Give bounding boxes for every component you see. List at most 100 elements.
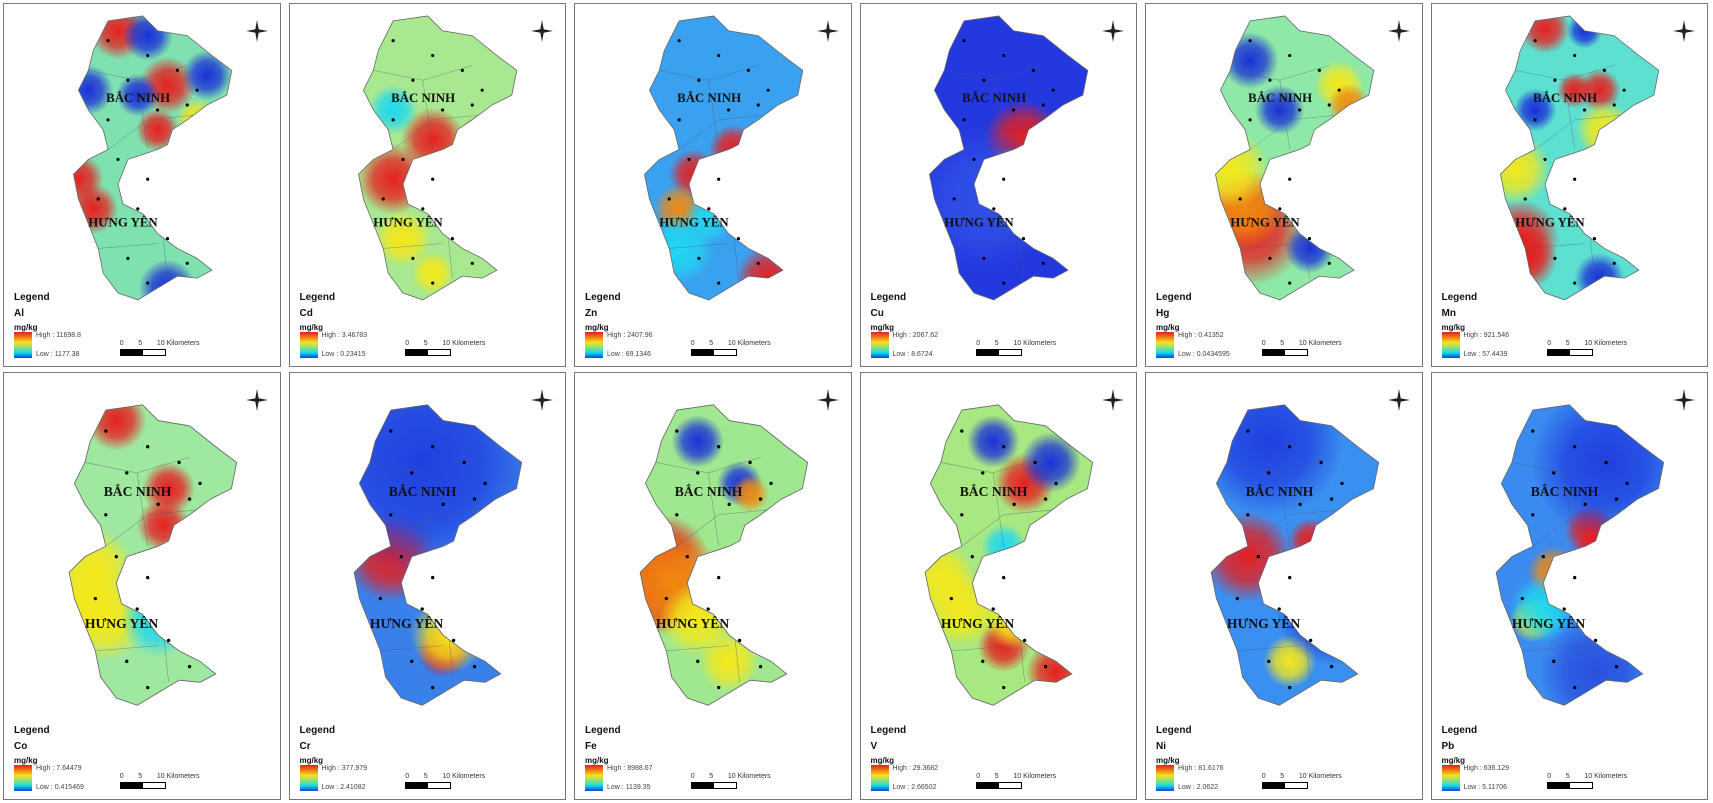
legend-element: Cd bbox=[299, 308, 313, 319]
sample-point bbox=[166, 638, 170, 642]
legend-unit: mg/kg bbox=[585, 323, 609, 332]
legend-element: V bbox=[870, 741, 878, 752]
legend-title: Legend bbox=[1156, 292, 1192, 303]
sample-point bbox=[450, 237, 455, 241]
concentration-hotspot bbox=[411, 252, 455, 295]
sample-point bbox=[1523, 197, 1527, 201]
sample-point bbox=[124, 470, 128, 475]
sample-point bbox=[1267, 257, 1272, 261]
sample-point bbox=[411, 257, 415, 261]
sample-point bbox=[480, 88, 484, 92]
sample-point bbox=[1583, 502, 1587, 506]
sample-point bbox=[949, 596, 954, 600]
north-arrow-icon bbox=[1102, 389, 1124, 411]
map-legend: Legend Cr mg/kg High : 377.979 Low : 2.4… bbox=[299, 725, 367, 791]
sample-point bbox=[1625, 481, 1629, 485]
sample-point bbox=[1562, 606, 1566, 611]
province-outline bbox=[1495, 403, 1665, 706]
sample-point bbox=[726, 108, 730, 112]
sample-point bbox=[1318, 460, 1323, 464]
sample-point bbox=[664, 596, 668, 600]
scale-bar: 0 5 10 Kilometers bbox=[119, 773, 200, 789]
color-ramp bbox=[1441, 332, 1460, 358]
concentration-hotspot bbox=[85, 404, 146, 451]
sample-point bbox=[685, 554, 689, 558]
legend-element: Zn bbox=[585, 308, 598, 319]
concentration-hotspot bbox=[670, 414, 724, 468]
sample-point bbox=[1033, 460, 1037, 464]
sample-point bbox=[1592, 237, 1597, 241]
label-bac-ninh: BẮC NINH bbox=[1248, 90, 1312, 105]
map-legend: Legend Hg mg/kg High : 0.41352 Low : 0.0… bbox=[1156, 292, 1230, 358]
interpolation-map: BẮC NINH HƯNG YÊN bbox=[358, 15, 518, 301]
north-arrow-icon bbox=[531, 389, 553, 411]
legend-element: Al bbox=[14, 308, 24, 319]
legend-high: High : 7.64479 bbox=[36, 765, 82, 772]
map-panel-cu: BẮC NINH HƯNG YÊN Legend Cu mg/kg High :… bbox=[859, 3, 1137, 367]
sample-point bbox=[992, 207, 996, 211]
map-panel-co: BẮC NINH HƯNG YÊN Legend Co mg/kg High :… bbox=[3, 372, 281, 800]
sample-point bbox=[1327, 261, 1331, 266]
sample-point bbox=[1298, 502, 1302, 506]
sample-point bbox=[187, 664, 191, 668]
sample-point bbox=[431, 685, 435, 689]
sample-point bbox=[736, 237, 740, 241]
sample-point bbox=[1520, 596, 1525, 600]
sample-point bbox=[378, 596, 383, 600]
map-panel-pb: BẮC NINH HƯNG YÊN Legend Pb mg/kg High :… bbox=[1430, 372, 1708, 800]
sample-point bbox=[696, 78, 701, 83]
label-bac-ninh: BẮC NINH bbox=[960, 482, 1028, 498]
sample-point bbox=[187, 496, 191, 501]
sample-point bbox=[1021, 237, 1026, 241]
sample-point bbox=[962, 118, 966, 122]
interpolation-map: BẮC NINH HƯNG YÊN bbox=[643, 15, 803, 301]
sample-point bbox=[1543, 158, 1547, 162]
sample-point bbox=[695, 470, 699, 475]
sample-point bbox=[93, 596, 97, 600]
sample-point bbox=[1266, 659, 1270, 663]
concentration-hotspot bbox=[721, 158, 765, 201]
province-outline bbox=[643, 15, 803, 301]
sample-point bbox=[981, 659, 985, 663]
sample-point bbox=[1573, 444, 1577, 448]
sample-point bbox=[1541, 554, 1546, 558]
legend-element: Cr bbox=[299, 741, 311, 752]
sample-point bbox=[768, 481, 773, 485]
sample-point bbox=[1533, 118, 1537, 122]
concentration-hotspot bbox=[1215, 130, 1270, 209]
sample-point bbox=[1553, 78, 1557, 83]
sample-point bbox=[470, 103, 474, 107]
sample-point bbox=[962, 39, 966, 43]
legend-title: Legend bbox=[14, 292, 50, 303]
sample-point bbox=[460, 69, 465, 73]
legend-low: Low : 0.0434595 bbox=[1178, 351, 1230, 358]
sample-point bbox=[145, 177, 149, 182]
concentration-hotspot bbox=[115, 73, 159, 117]
interpolation-map: BẮC NINH HƯNG YÊN bbox=[72, 15, 232, 301]
legend-low: Low : 0.23415 bbox=[321, 351, 366, 358]
sample-point bbox=[716, 281, 720, 285]
sample-point bbox=[1002, 177, 1006, 182]
sample-point bbox=[1257, 158, 1262, 162]
sample-point bbox=[1267, 78, 1272, 83]
sample-point bbox=[381, 197, 385, 201]
sample-point bbox=[960, 512, 964, 516]
sample-point bbox=[758, 664, 762, 668]
legend-high: High : 11698.8 bbox=[36, 332, 82, 339]
concentration-hotspot bbox=[358, 143, 429, 216]
sample-point bbox=[1043, 496, 1048, 501]
interpolation-map: BẮC NINH HƯNG YÊN bbox=[353, 403, 523, 706]
legend-unit: mg/kg bbox=[1441, 756, 1466, 765]
sample-point bbox=[1002, 281, 1006, 285]
sample-point bbox=[727, 502, 731, 506]
sample-point bbox=[472, 496, 477, 501]
legend-low: Low : 8.6724 bbox=[892, 351, 933, 358]
concentration-hotspot bbox=[1274, 551, 1379, 666]
sample-point bbox=[696, 257, 701, 261]
legend-unit: mg/kg bbox=[1156, 756, 1180, 765]
map-panel-cr: BẮC NINH HƯNG YÊN Legend Cr mg/kg High :… bbox=[288, 372, 566, 800]
legend-unit: mg/kg bbox=[870, 323, 895, 332]
label-bac-ninh: BẮC NINH bbox=[1245, 482, 1313, 498]
scale-bar: 0 5 10 Kilometers bbox=[976, 340, 1056, 356]
